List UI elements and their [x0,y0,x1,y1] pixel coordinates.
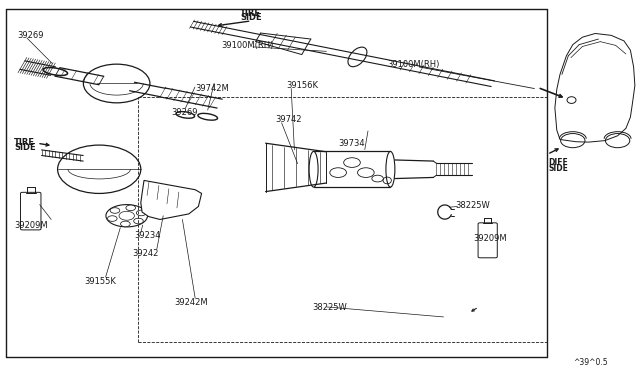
Text: 39734: 39734 [338,139,365,148]
Circle shape [58,145,141,193]
Text: 39234: 39234 [134,231,161,240]
Circle shape [358,168,374,177]
Circle shape [136,210,146,216]
Text: 39156K: 39156K [287,81,319,90]
Text: 39209M: 39209M [473,234,507,243]
Ellipse shape [106,205,148,227]
Circle shape [110,208,120,213]
Text: ^39^0.5: ^39^0.5 [573,358,607,367]
Circle shape [134,218,143,224]
Text: SIDE: SIDE [240,13,262,22]
Circle shape [108,216,117,221]
FancyBboxPatch shape [20,192,41,230]
Text: 39100M(RH): 39100M(RH) [221,41,273,50]
Text: 39269: 39269 [17,31,44,40]
Text: 39155K: 39155K [84,277,116,286]
Text: DIFF: DIFF [548,158,568,167]
FancyBboxPatch shape [478,223,497,258]
Text: SIDE: SIDE [548,164,568,173]
Text: 39242: 39242 [132,249,159,258]
Text: 38225W: 38225W [456,201,490,210]
Text: TIRE: TIRE [14,138,35,147]
Text: 39269: 39269 [172,108,198,117]
Ellipse shape [386,151,395,187]
Circle shape [330,168,346,177]
Ellipse shape [309,151,318,187]
Circle shape [126,205,136,211]
Circle shape [120,221,130,227]
Polygon shape [141,180,202,219]
Circle shape [344,158,360,167]
Text: 38225W: 38225W [312,303,347,312]
Text: 39742M: 39742M [195,84,229,93]
Text: 39242M: 39242M [174,298,208,307]
Circle shape [372,175,383,182]
Text: 39209M: 39209M [14,221,48,230]
Text: SIDE: SIDE [14,143,36,152]
Text: TIRE: TIRE [240,9,261,17]
Text: 39100M(RH): 39100M(RH) [387,60,440,69]
Text: 39742: 39742 [275,115,301,124]
